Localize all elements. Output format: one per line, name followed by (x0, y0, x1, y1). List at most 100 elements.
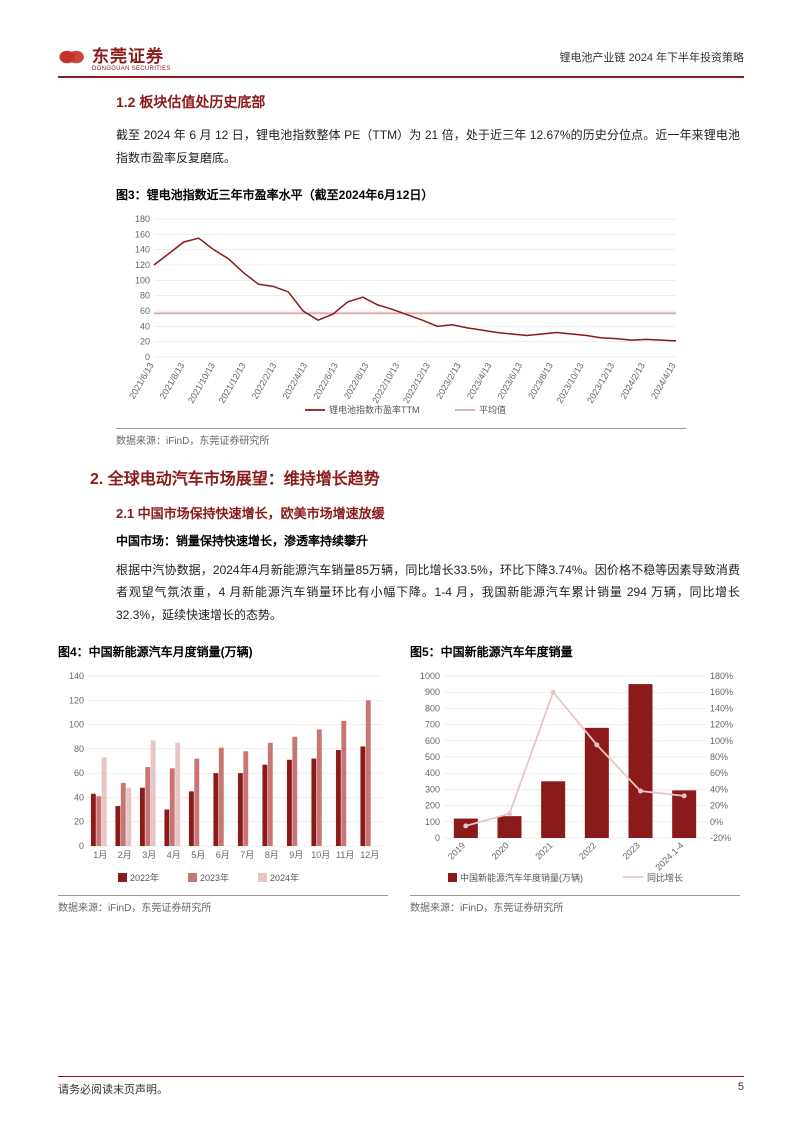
svg-text:120: 120 (135, 260, 150, 270)
svg-text:2023/10/13: 2023/10/13 (554, 361, 585, 405)
svg-text:80: 80 (140, 290, 150, 300)
svg-text:2024年: 2024年 (270, 872, 299, 883)
fig3-chart: 0204060801001201401601802021/6/132021/8/… (116, 209, 744, 447)
svg-text:4月: 4月 (167, 850, 181, 860)
svg-text:0: 0 (145, 352, 150, 362)
svg-text:120: 120 (69, 695, 84, 705)
svg-text:100%: 100% (710, 736, 733, 746)
svg-text:160: 160 (135, 229, 150, 239)
svg-text:平均值: 平均值 (479, 404, 506, 415)
svg-text:300: 300 (425, 784, 440, 794)
svg-text:100: 100 (135, 275, 150, 285)
svg-text:2022/8/13: 2022/8/13 (342, 361, 371, 401)
svg-text:600: 600 (425, 736, 440, 746)
svg-text:2021/6/13: 2021/6/13 (127, 361, 156, 401)
svg-text:2021/12/13: 2021/12/13 (217, 361, 248, 405)
fig5-source: 数据来源：iFinD，东莞证券研究所 (410, 895, 740, 914)
svg-text:9月: 9月 (289, 850, 303, 860)
svg-text:2023/8/13: 2023/8/13 (526, 361, 555, 401)
svg-text:120%: 120% (710, 720, 733, 730)
footer-page-number: 5 (738, 1081, 744, 1097)
svg-text:100: 100 (69, 720, 84, 730)
svg-text:40: 40 (140, 321, 150, 331)
svg-text:10月: 10月 (311, 850, 330, 860)
fig3-title: 图3：锂电池指数近三年市盈率水平（截至2024年6月12日） (116, 186, 744, 203)
fig3-source: 数据来源：iFinD，东莞证券研究所 (116, 428, 686, 447)
svg-text:2021: 2021 (533, 840, 554, 861)
section-2-title: 2. 全球电动汽车市场展望：维持增长趋势 (90, 465, 744, 489)
svg-text:2022/6/13: 2022/6/13 (311, 361, 340, 401)
svg-text:180%: 180% (710, 671, 733, 681)
svg-text:中国新能源汽车年度销量(万辆): 中国新能源汽车年度销量(万辆) (460, 872, 583, 883)
svg-text:2024.1-4: 2024.1-4 (653, 840, 685, 872)
svg-text:2019: 2019 (446, 840, 467, 861)
svg-text:80: 80 (74, 744, 84, 754)
svg-text:0: 0 (79, 841, 84, 851)
svg-text:2020: 2020 (490, 840, 511, 861)
svg-text:1000: 1000 (420, 671, 440, 681)
svg-text:0%: 0% (710, 817, 723, 827)
svg-text:2022/10/13: 2022/10/13 (370, 361, 401, 405)
svg-text:2月: 2月 (118, 850, 132, 860)
svg-text:2024/2/13: 2024/2/13 (618, 361, 647, 401)
fig5-svg: 01002003004005006007008009001000-20%0%20… (410, 666, 740, 886)
section-2-1-subtitle: 中国市场：销量保持快速增长，渗透率持续攀升 (116, 532, 744, 549)
fig5-title: 图5：中国新能源汽车年度销量 (410, 643, 744, 660)
svg-text:400: 400 (425, 768, 440, 778)
page-footer: 请务必阅读末页声明。 5 (58, 1076, 744, 1097)
svg-text:6月: 6月 (216, 850, 230, 860)
svg-text:2023/4/13: 2023/4/13 (465, 361, 494, 401)
svg-text:8月: 8月 (265, 850, 279, 860)
section-2-1-title: 2.1 中国市场保持快速增长，欧美市场增速放缓 (116, 503, 744, 522)
fig4-svg: 0204060801001201401月2月3月4月5月6月7月8月9月10月1… (58, 666, 388, 886)
fig4-source: 数据来源：iFinD，东莞证券研究所 (58, 895, 388, 914)
svg-text:500: 500 (425, 752, 440, 762)
svg-text:60: 60 (140, 306, 150, 316)
svg-text:2023/2/13: 2023/2/13 (434, 361, 463, 401)
svg-text:同比增长: 同比增长 (647, 872, 683, 883)
page-header: 东莞证券 DONGGUAN SECURITIES 锂电池产业链 2024 年下半… (58, 42, 744, 78)
svg-text:40: 40 (74, 792, 84, 802)
svg-text:2022年: 2022年 (130, 872, 159, 883)
svg-text:700: 700 (425, 720, 440, 730)
svg-text:140: 140 (135, 244, 150, 254)
svg-text:1月: 1月 (93, 850, 107, 860)
fig4-title: 图4：中国新能源汽车月度销量(万辆) (58, 643, 392, 660)
fig3-svg: 0204060801001201401601802021/6/132021/8/… (116, 209, 686, 419)
svg-text:2023年: 2023年 (200, 872, 229, 883)
svg-text:800: 800 (425, 703, 440, 713)
svg-text:80%: 80% (710, 752, 728, 762)
svg-text:锂电池指数市盈率TTM: 锂电池指数市盈率TTM (329, 404, 420, 415)
svg-text:100: 100 (425, 817, 440, 827)
section-1-2-title: 1.2 板块估值处历史底部 (116, 92, 744, 112)
svg-text:-20%: -20% (710, 833, 731, 843)
footer-disclaimer: 请务必阅读末页声明。 (58, 1081, 168, 1097)
svg-text:200: 200 (425, 801, 440, 811)
svg-text:2021/10/13: 2021/10/13 (186, 361, 217, 405)
logo-icon (58, 48, 86, 66)
svg-text:12月: 12月 (360, 850, 379, 860)
svg-text:2023/12/13: 2023/12/13 (585, 361, 616, 405)
svg-text:20: 20 (74, 817, 84, 827)
logo-subtext: DONGGUAN SECURITIES (92, 66, 171, 72)
svg-text:900: 900 (425, 687, 440, 697)
svg-text:2022: 2022 (577, 840, 598, 861)
svg-text:11月: 11月 (336, 850, 354, 860)
svg-text:2022/12/13: 2022/12/13 (401, 361, 432, 405)
svg-text:2024/4/13: 2024/4/13 (649, 361, 678, 401)
fig5-chart: 01002003004005006007008009001000-20%0%20… (410, 666, 744, 914)
svg-text:2022/2/13: 2022/2/13 (250, 361, 279, 401)
svg-text:20%: 20% (710, 801, 728, 811)
svg-text:160%: 160% (710, 687, 733, 697)
svg-text:20: 20 (140, 336, 150, 346)
svg-text:2023/6/13: 2023/6/13 (496, 361, 525, 401)
logo: 东莞证券 DONGGUAN SECURITIES (58, 42, 171, 72)
fig4-chart: 0204060801001201401月2月3月4月5月6月7月8月9月10月1… (58, 666, 392, 914)
svg-text:2022/4/13: 2022/4/13 (281, 361, 310, 401)
two-column-charts: 图4：中国新能源汽车月度销量(万辆) 0204060801001201401月2… (58, 643, 744, 914)
header-title: 锂电池产业链 2024 年下半年投资策略 (559, 49, 744, 65)
svg-text:60%: 60% (710, 768, 728, 778)
svg-text:2023: 2023 (621, 840, 642, 861)
svg-text:7月: 7月 (240, 850, 254, 860)
svg-text:140: 140 (69, 671, 84, 681)
